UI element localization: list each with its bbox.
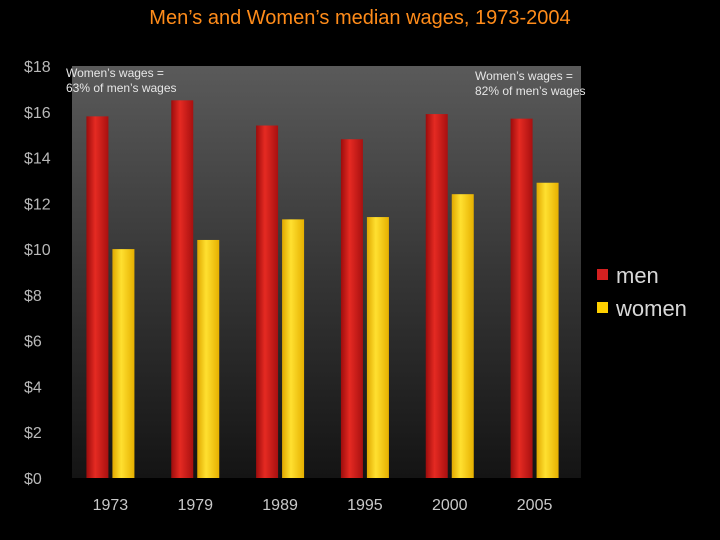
y-tick-label: $18	[24, 59, 51, 76]
plot-area	[72, 66, 581, 478]
y-tick-label: $10	[24, 242, 51, 259]
bar-women-2000	[451, 194, 474, 478]
chart-title: Men’s and Women’s median wages, 1973-200…	[149, 7, 571, 29]
bar-women-2005	[536, 182, 559, 478]
annotation-1: Women’s wages = 63% of men’s wages	[66, 66, 177, 95]
y-tick-label: $16	[24, 105, 51, 122]
y-tick-label: $8	[24, 288, 42, 305]
legend-label-men: men	[616, 263, 659, 288]
bar-men-2005	[510, 118, 533, 479]
x-tick-label: 2000	[432, 497, 468, 514]
legend-swatch-men	[597, 269, 608, 280]
bar-women-1979	[197, 239, 220, 478]
x-tick-label: 1995	[347, 497, 383, 514]
legend-swatch-women	[597, 302, 608, 313]
bar-women-1995	[366, 217, 389, 479]
bar-men-1989	[256, 125, 279, 478]
x-tick-label: 1979	[177, 497, 213, 514]
bar-women-1989	[282, 219, 305, 478]
y-tick-label: $4	[24, 379, 42, 396]
x-tick-label: 1973	[93, 497, 129, 514]
legend-label-women: women	[615, 296, 687, 321]
bar-women-1973	[112, 249, 135, 478]
x-tick-label: 1989	[262, 497, 298, 514]
y-tick-label: $14	[24, 151, 51, 168]
annotation-2: Women’s wages = 82% of men’s wages	[475, 69, 586, 98]
y-tick-label: $12	[24, 196, 51, 213]
y-tick-label: $6	[24, 334, 42, 351]
bar-men-1979	[171, 100, 194, 478]
bar-men-1973	[86, 116, 109, 478]
x-tick-label: 2005	[517, 497, 553, 514]
y-tick-label: $0	[24, 471, 42, 488]
bar-men-2000	[425, 114, 448, 479]
y-tick-label: $2	[24, 425, 42, 442]
bar-men-1995	[340, 139, 363, 478]
